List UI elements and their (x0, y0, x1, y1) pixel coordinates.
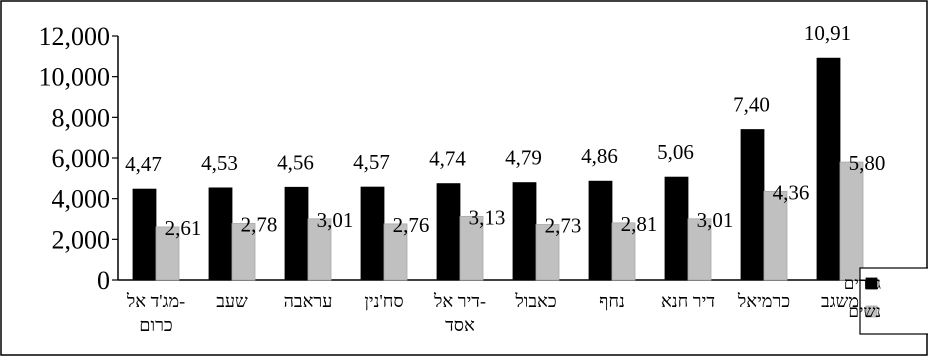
category-label: כאבול (514, 291, 556, 311)
data-label: 4,74 (429, 147, 466, 171)
y-tick-label: 0 (97, 266, 110, 295)
bar-women (155, 226, 180, 281)
data-label: 4,53 (201, 151, 238, 175)
data-label: 4,86 (581, 144, 618, 168)
bar-men (588, 180, 613, 281)
legend-label: נשים (848, 302, 881, 321)
legend-label: גברים (844, 274, 882, 293)
category-label: נחף (599, 291, 625, 311)
data-label: 4,79 (505, 146, 542, 170)
y-tick-label: 6,000 (52, 144, 111, 173)
data-label: 4,57 (353, 150, 390, 174)
bar-men (740, 129, 765, 281)
y-tick-label: 2,000 (52, 225, 111, 254)
data-label: 3,13 (469, 205, 506, 229)
bar-men (816, 57, 841, 281)
y-tick-label: 10,000 (39, 63, 111, 92)
data-label: 7,40 (733, 93, 770, 117)
category-label: עראבה (284, 291, 333, 311)
data-label: 3,01 (317, 208, 354, 232)
data-label: 5,80 (849, 151, 886, 175)
legend: גברים נשים (844, 267, 928, 335)
category-label: דיר אל- (433, 291, 486, 311)
y-tick-label: 8,000 (52, 103, 111, 132)
category-label: שעב (216, 291, 248, 311)
bar-women (763, 190, 788, 281)
data-label: 2,61 (165, 216, 202, 240)
data-label: 4,56 (277, 150, 314, 174)
data-label: 4,47 (125, 152, 162, 176)
bar-men (284, 186, 309, 281)
bar-men (360, 186, 385, 281)
bar-women (687, 218, 712, 281)
data-labels: 4,47 2,61 4,53 2,78 4,56 3,01 4,57 2,76 4,74 3,13… (125, 21, 885, 240)
bars (132, 57, 864, 281)
bar-women (611, 222, 636, 281)
category-labels: מג'ד אל- כרום שעב עראבה סח'נין דיר אל- אסד כאבו… (126, 291, 859, 335)
data-label: 2,73 (545, 213, 582, 237)
data-label: 10,91 (804, 21, 851, 45)
category-label: כרום (139, 315, 172, 335)
bar-men (436, 183, 461, 281)
bar-men (512, 182, 537, 281)
bar-women (459, 215, 484, 281)
category-label: דיר חנא (661, 291, 715, 311)
category-label: מג'ד אל- (126, 291, 185, 311)
bar-men (664, 176, 689, 281)
bar-men (132, 188, 157, 281)
bar-women (383, 223, 408, 281)
category-label: כרמיאל (737, 291, 790, 311)
data-label: 3,01 (697, 208, 734, 232)
bar-men (208, 187, 233, 281)
data-label: 2,81 (621, 212, 658, 236)
bar-women (231, 223, 256, 281)
category-label: סח'נין (364, 291, 403, 311)
data-label: 2,76 (393, 213, 430, 237)
bar-women (839, 161, 864, 281)
bar-women (307, 218, 332, 281)
bar-women (535, 224, 560, 281)
legend-swatch (865, 305, 878, 318)
legend-swatch (865, 277, 878, 290)
y-tick-label: 4,000 (52, 185, 111, 214)
y-tick-label: 12,000 (39, 22, 111, 51)
category-label: משגב (821, 291, 859, 311)
data-label: 5,06 (657, 140, 694, 164)
category-label: אסד (445, 315, 475, 335)
data-label: 4,36 (773, 180, 810, 204)
data-label: 2,78 (241, 212, 278, 236)
